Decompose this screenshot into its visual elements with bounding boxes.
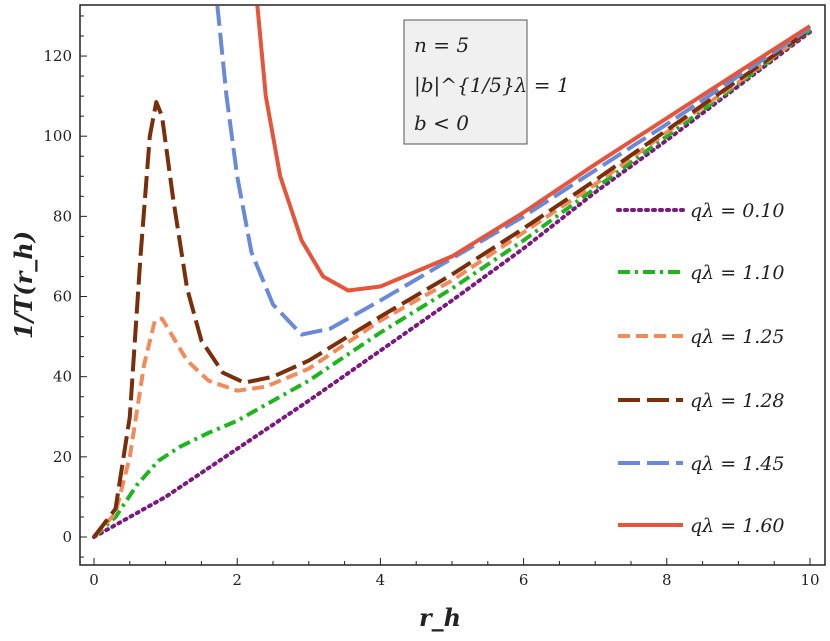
legend: qλ = 0.10 qλ = 1.10 qλ = 1.25 qλ = 1.28 qλ =… bbox=[616, 200, 785, 537]
parameter-box: n = 5 |b|^{1/5}λ = 1 b < 0 bbox=[403, 19, 570, 145]
legend-label: qλ = 1.25 bbox=[690, 326, 785, 348]
annotation-line: b < 0 bbox=[414, 111, 469, 135]
legend-label: qλ = 0.10 bbox=[690, 200, 785, 222]
y-axis-label: 1/T(r_h) bbox=[9, 231, 38, 339]
annotation-line: n = 5 bbox=[414, 33, 469, 57]
y-tick-label: 40 bbox=[53, 368, 72, 386]
series-line bbox=[92, 30, 812, 539]
x-tick-label: 10 bbox=[800, 571, 819, 589]
legend-label: qλ = 1.10 bbox=[690, 262, 785, 284]
legend-label: qλ = 1.60 bbox=[690, 515, 785, 537]
y-tick-label: 120 bbox=[43, 47, 72, 65]
y-tick-label: 80 bbox=[53, 207, 72, 225]
series-line bbox=[92, 28, 812, 539]
series-line bbox=[255, 6, 812, 293]
legend-label: qλ = 1.28 bbox=[690, 390, 785, 412]
series-line bbox=[215, 6, 812, 337]
annotation-line: |b|^{1/5}λ = 1 bbox=[414, 73, 570, 98]
x-tick-label: 6 bbox=[519, 571, 529, 589]
x-tick-label: 4 bbox=[376, 571, 386, 589]
y-tick-label: 60 bbox=[53, 288, 72, 306]
series-line bbox=[92, 28, 812, 539]
x-tick-label: 0 bbox=[89, 571, 99, 589]
y-tick-label: 20 bbox=[53, 448, 72, 466]
y-tick-label: 0 bbox=[62, 528, 72, 546]
x-tick-label: 2 bbox=[232, 571, 242, 589]
y-tick-label: 100 bbox=[43, 127, 72, 145]
legend-label: qλ = 1.45 bbox=[690, 453, 785, 475]
x-tick-label: 8 bbox=[662, 571, 672, 589]
x-axis-label: r_h bbox=[419, 603, 461, 632]
